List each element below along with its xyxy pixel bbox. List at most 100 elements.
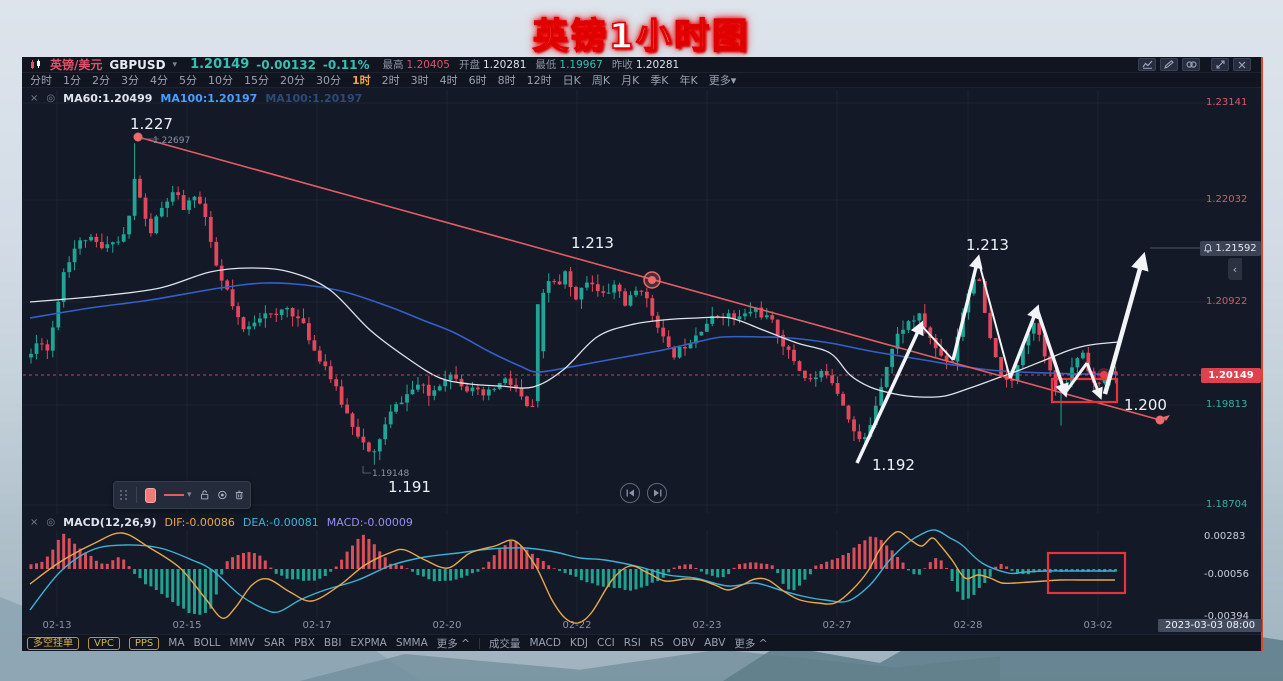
bottom-toolbar: 多空挂单 VPC PPS MA BOLL MMV SAR PBX BBI EXPMA SMMA 更多 … — [22, 634, 1261, 651]
price-axis-label: 1.20922 — [1206, 296, 1248, 307]
line-style-picker[interactable]: ▾ — [163, 490, 192, 500]
skip-forward-icon — [653, 489, 661, 497]
timeframe-2分[interactable]: 2分 — [92, 74, 110, 87]
stat-昨收: 昨收 1.20281 — [611, 58, 680, 72]
close-icon[interactable] — [1233, 58, 1251, 71]
indicators-more[interactable]: 更多 ^ — [734, 637, 768, 650]
timeframe-季K[interactable]: 季K — [650, 74, 669, 87]
timeframe-more[interactable]: 更多▾ — [708, 74, 737, 87]
ma100b-value: MA100:1.20197 — [265, 92, 363, 105]
indicator-RS[interactable]: RS — [649, 637, 664, 649]
timeframe-1时[interactable]: 1时 — [352, 74, 371, 87]
price-axis-label: 1.22032 — [1206, 194, 1248, 205]
macd-axis-label: 0.00283 — [1204, 531, 1246, 542]
trash-icon[interactable] — [235, 488, 244, 502]
macd-indicator-header: × ◎ MACD(12,26,9) DIF:-0.00086 DEA:-0.00… — [30, 516, 413, 529]
timeframe-bar: 分时 1分 2分 3分 4分 5分 10分 15分 20分 30分 1时 2时 3时 4时 6时 8时 12时日… — [22, 73, 1261, 88]
compare-icon[interactable] — [1182, 58, 1200, 71]
timeframe-1分[interactable]: 1分 — [63, 74, 81, 87]
skip-back-icon — [626, 489, 634, 497]
overlays-more[interactable]: 更多 ^ — [436, 637, 470, 650]
timeframe-4时[interactable]: 4时 — [439, 74, 458, 87]
overlay-MMV[interactable]: MMV — [229, 637, 255, 649]
last-price: 1.20149 — [190, 57, 250, 72]
stat-开盘: 开盘 1.20281 — [458, 58, 527, 72]
skip-back-button[interactable] — [620, 483, 640, 503]
window-controls — [1138, 58, 1251, 71]
price-axis-label: 1.19813 — [1206, 399, 1248, 410]
symbol-name-cn: 英镑/美元 — [50, 58, 103, 72]
indicator-MACD[interactable]: MACD — [529, 637, 561, 649]
main-indicator-header: × ◎ MA60:1.20499 MA100:1.20197 MA100:1.2… — [30, 92, 362, 105]
dif-value: DIF:-0.00086 — [164, 516, 235, 529]
timeframe-分时[interactable]: 分时 — [30, 74, 52, 87]
timeframe-2时[interactable]: 2时 — [381, 74, 400, 87]
collapse-panel-tab[interactable]: ‹ — [1228, 258, 1242, 280]
draw-icon[interactable] — [1160, 58, 1178, 71]
drawing-toolbar[interactable]: ▾ — [113, 481, 251, 509]
timeframe-15分[interactable]: 15分 — [244, 74, 269, 87]
timeframe-日K[interactable]: 日K — [562, 74, 581, 87]
time-axis-label: 02-17 — [302, 620, 332, 631]
time-axis-label: 02-23 — [692, 620, 722, 631]
timeframe-4分[interactable]: 4分 — [150, 74, 168, 87]
indicator-CCI[interactable]: CCI — [597, 637, 615, 649]
timeframe-3分[interactable]: 3分 — [121, 74, 139, 87]
timeframe-6时[interactable]: 6时 — [468, 74, 487, 87]
overlay-MA[interactable]: MA — [168, 637, 185, 649]
skip-forward-button[interactable] — [647, 483, 667, 503]
timeframe-30分[interactable]: 30分 — [316, 74, 341, 87]
timeframe-3时[interactable]: 3时 — [410, 74, 429, 87]
chevron-down-icon[interactable]: ▾ — [172, 59, 178, 70]
indicator-RSI[interactable]: RSI — [623, 637, 641, 649]
ohlc-stats: 最高 1.20405 开盘 1.20281 最低 1.19967 昨收 1.20281 — [383, 57, 680, 72]
overlay-SAR[interactable]: SAR — [263, 637, 286, 649]
timeframe-10分[interactable]: 10分 — [208, 74, 233, 87]
overlay-SMMA[interactable]: SMMA — [395, 637, 428, 649]
indicator-成交量[interactable]: 成交量 — [488, 637, 521, 650]
indicator-ABV[interactable]: ABV — [704, 637, 726, 649]
overlay-BBI[interactable]: BBI — [323, 637, 342, 649]
settings-icon[interactable]: ◎ — [46, 93, 56, 104]
toolbar-button-VPC[interactable]: VPC — [88, 636, 120, 650]
chevron-left-icon: ‹ — [1232, 262, 1238, 276]
chevron-down-icon: ▾ — [186, 490, 192, 500]
divider — [136, 487, 137, 503]
overlay-BOLL[interactable]: BOLL — [193, 637, 221, 649]
ma100-value: MA100:1.20197 — [160, 92, 258, 105]
alert-price-badge[interactable]: 1.21592 — [1200, 241, 1261, 256]
chart-icon[interactable] — [1138, 58, 1156, 71]
drag-handle-icon[interactable] — [120, 490, 128, 500]
settings-icon[interactable]: ◎ — [46, 517, 56, 528]
page-title: 英镑1小时图 — [532, 16, 751, 58]
toolbar-button-多空挂单[interactable]: 多空挂单 — [27, 636, 79, 650]
color-swatch[interactable] — [144, 487, 156, 503]
timeframe-20分[interactable]: 20分 — [280, 74, 305, 87]
timeframe-月K[interactable]: 月K — [621, 74, 640, 87]
current-price-badge: 1.20149 — [1201, 368, 1261, 383]
lock-icon[interactable] — [200, 488, 209, 502]
price-change: -0.00132 — [256, 57, 316, 72]
visibility-icon[interactable] — [217, 488, 228, 502]
fullscreen-icon[interactable] — [1211, 58, 1229, 71]
timeframe-5分[interactable]: 5分 — [179, 74, 197, 87]
price-axis-label: 1.18704 — [1206, 499, 1248, 510]
indicator-OBV[interactable]: OBV — [672, 637, 696, 649]
chart-window: 英镑/美元 GBPUSD ▾ 1.20149 -0.00132 -0.11% 最… — [22, 57, 1263, 651]
timeframe-年K[interactable]: 年K — [679, 74, 698, 87]
overlay-EXPMA[interactable]: EXPMA — [350, 637, 387, 649]
indicator-KDJ[interactable]: KDJ — [569, 637, 588, 649]
close-icon[interactable]: × — [30, 517, 39, 528]
timeframe-周K[interactable]: 周K — [591, 74, 611, 87]
close-icon[interactable]: × — [30, 93, 39, 104]
instrument-icon — [31, 59, 40, 69]
stat-最低: 最低 1.19967 — [535, 58, 603, 72]
macd-axis-label: -0.00056 — [1204, 569, 1249, 580]
toolbar-button-PPS[interactable]: PPS — [128, 636, 160, 650]
symbol-bar: 英镑/美元 GBPUSD ▾ 1.20149 -0.00132 -0.11% 最… — [22, 57, 1261, 73]
symbol-ticker[interactable]: GBPUSD — [109, 57, 166, 72]
timeframe-12时[interactable]: 12时 — [526, 74, 552, 87]
overlay-PBX[interactable]: PBX — [294, 637, 315, 649]
timeframe-8时[interactable]: 8时 — [497, 74, 516, 87]
